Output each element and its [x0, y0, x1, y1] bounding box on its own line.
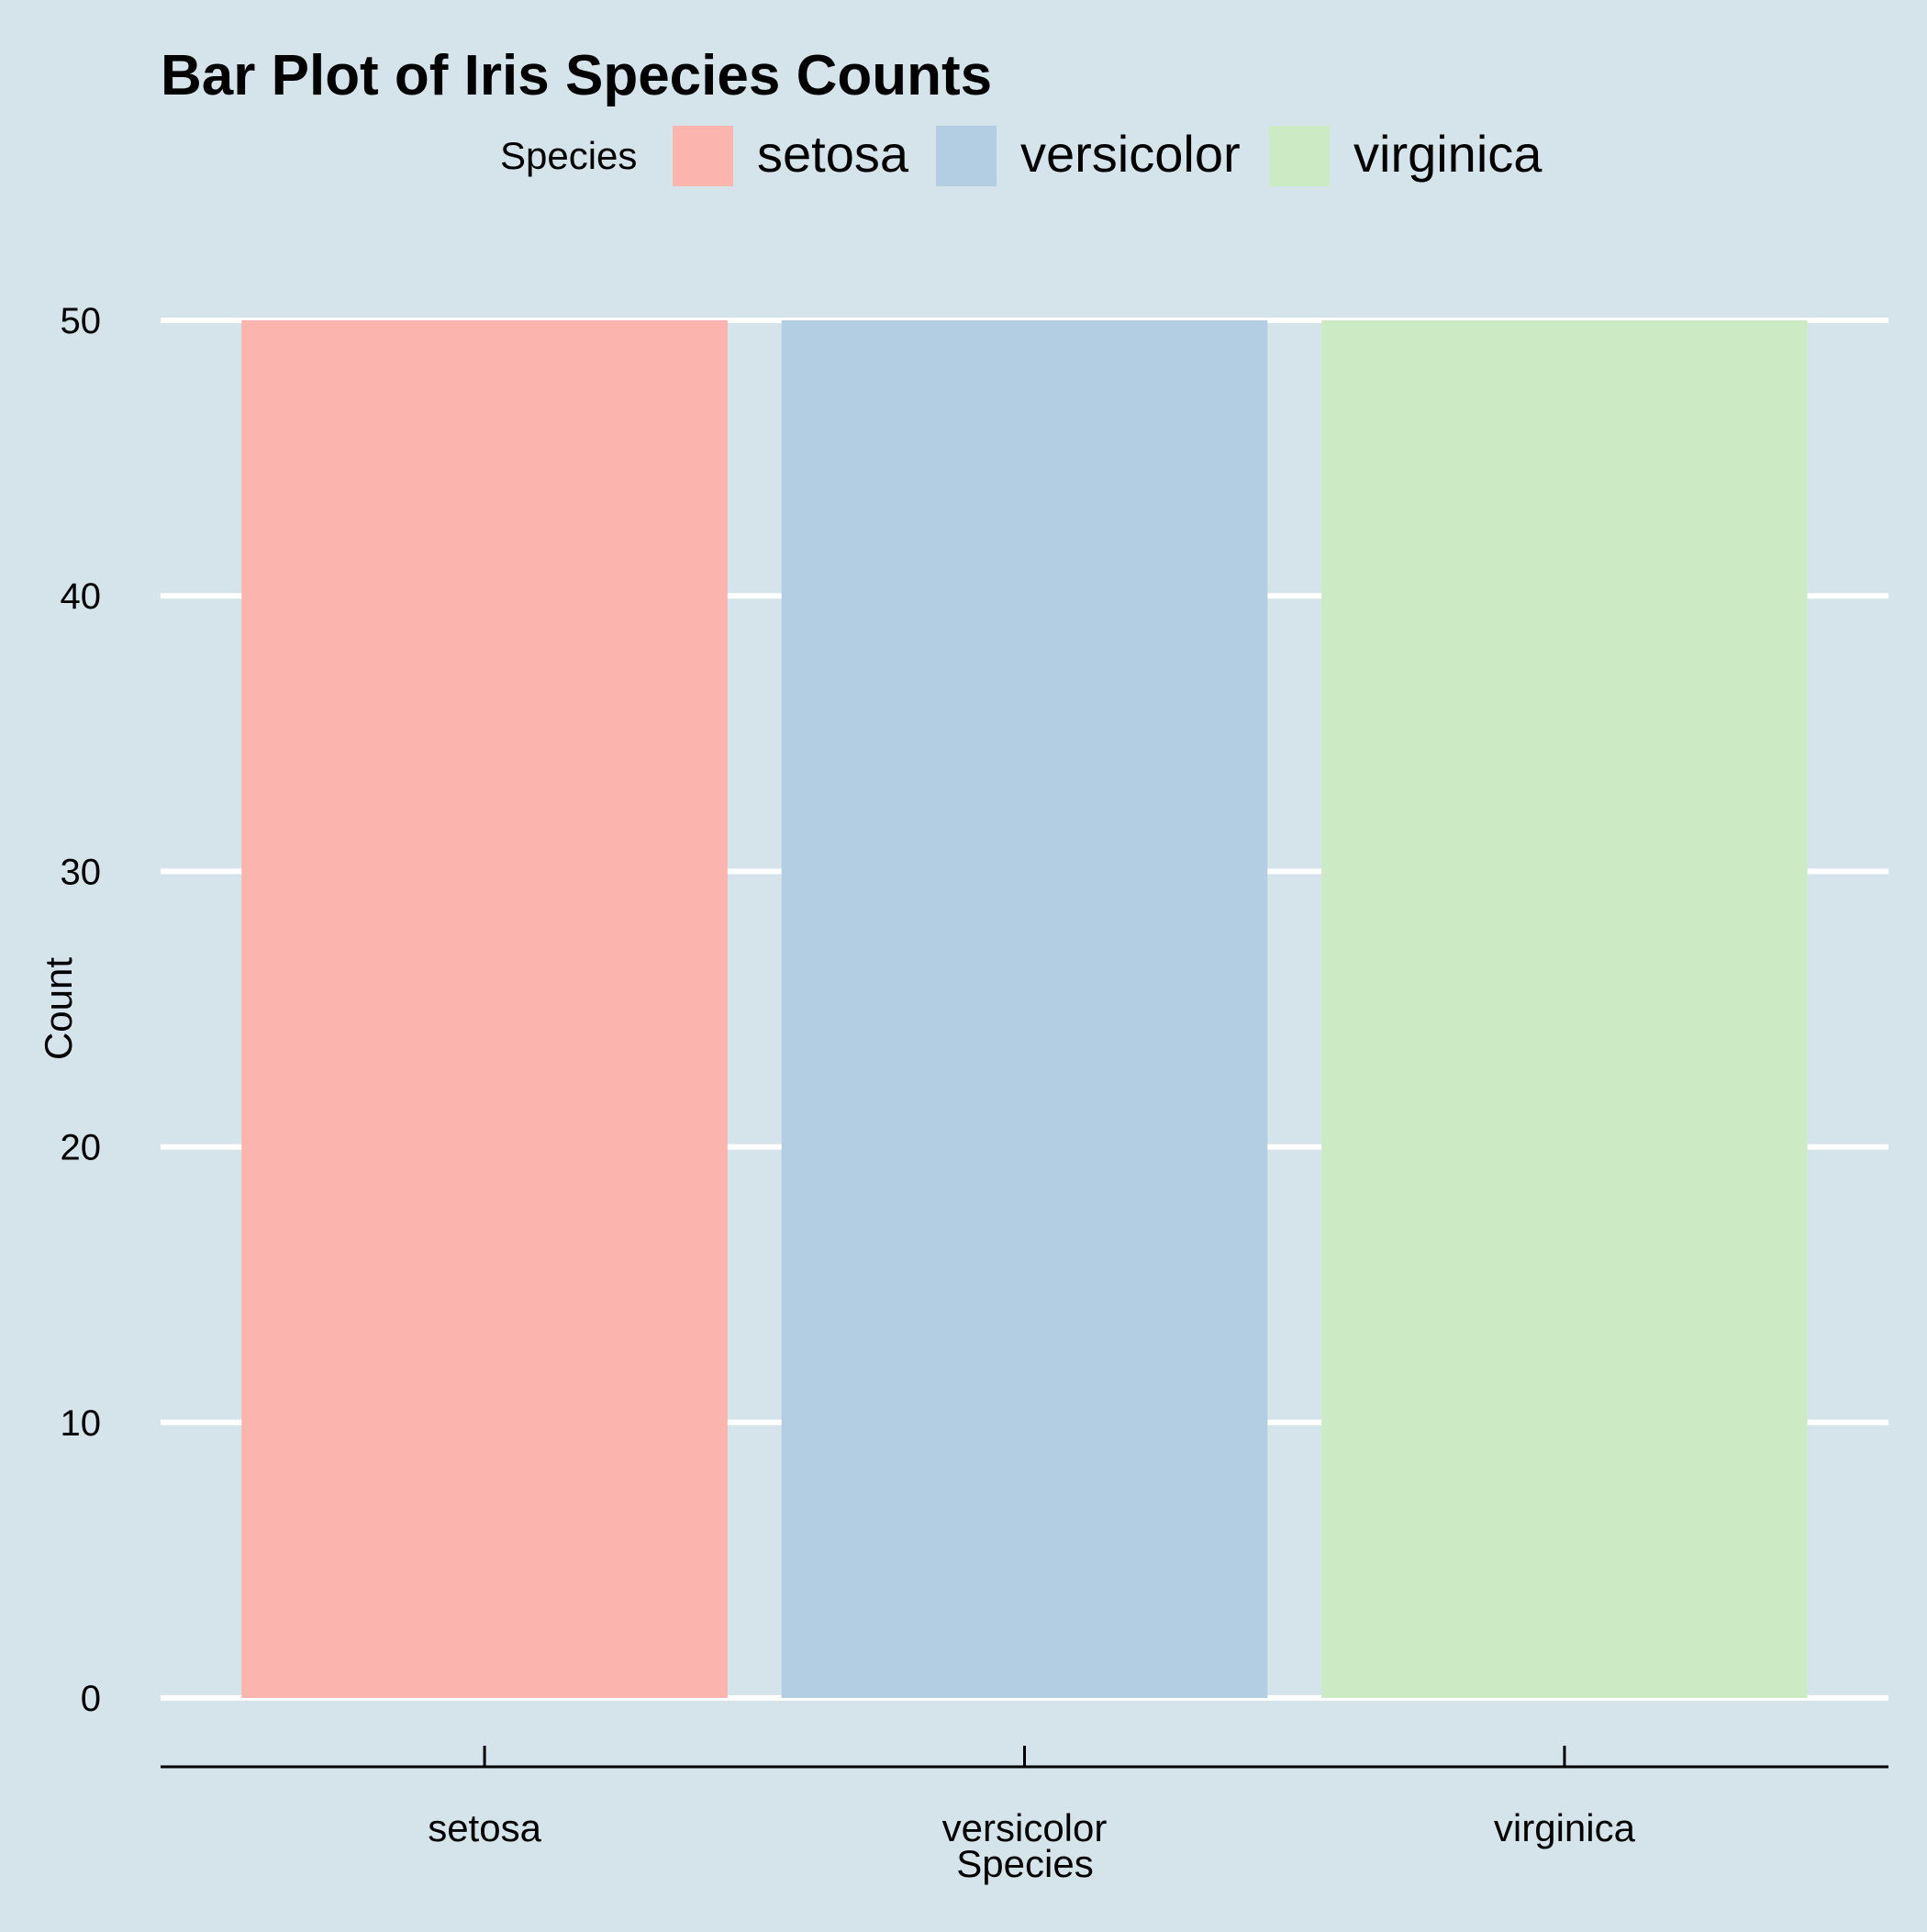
legend-label: virginica	[1353, 125, 1543, 183]
x-tick-label: setosa	[428, 1806, 541, 1849]
legend-title: Species	[500, 134, 637, 177]
legend: Species setosa versicolor virginica	[500, 125, 1543, 186]
legend-swatch-setosa	[673, 126, 733, 186]
y-tick-label: 30	[61, 852, 102, 892]
x-axis-ticks: setosa versicolor virginica	[428, 1746, 1636, 1849]
bar-virginica	[1321, 320, 1808, 1698]
y-axis-ticks: 0 10 20 30 40 50	[61, 301, 102, 1719]
x-axis-label: Species	[956, 1842, 1093, 1885]
y-tick-label: 0	[81, 1679, 101, 1719]
x-tick-label: versicolor	[942, 1806, 1108, 1849]
bars	[241, 320, 1808, 1698]
y-axis-label: Count	[37, 957, 80, 1060]
y-tick-label: 40	[61, 576, 102, 617]
legend-label: versicolor	[1020, 125, 1241, 183]
x-tick-label: virginica	[1494, 1806, 1636, 1849]
y-tick-label: 50	[61, 301, 102, 341]
legend-label: setosa	[757, 125, 909, 183]
y-tick-label: 10	[61, 1403, 102, 1444]
legend-swatch-virginica	[1269, 126, 1330, 186]
y-tick-label: 20	[61, 1128, 102, 1168]
bar-versicolor	[781, 320, 1268, 1698]
bar-setosa	[241, 320, 728, 1698]
legend-swatch-versicolor	[936, 126, 997, 186]
chart-title: Bar Plot of Iris Species Counts	[161, 44, 992, 107]
